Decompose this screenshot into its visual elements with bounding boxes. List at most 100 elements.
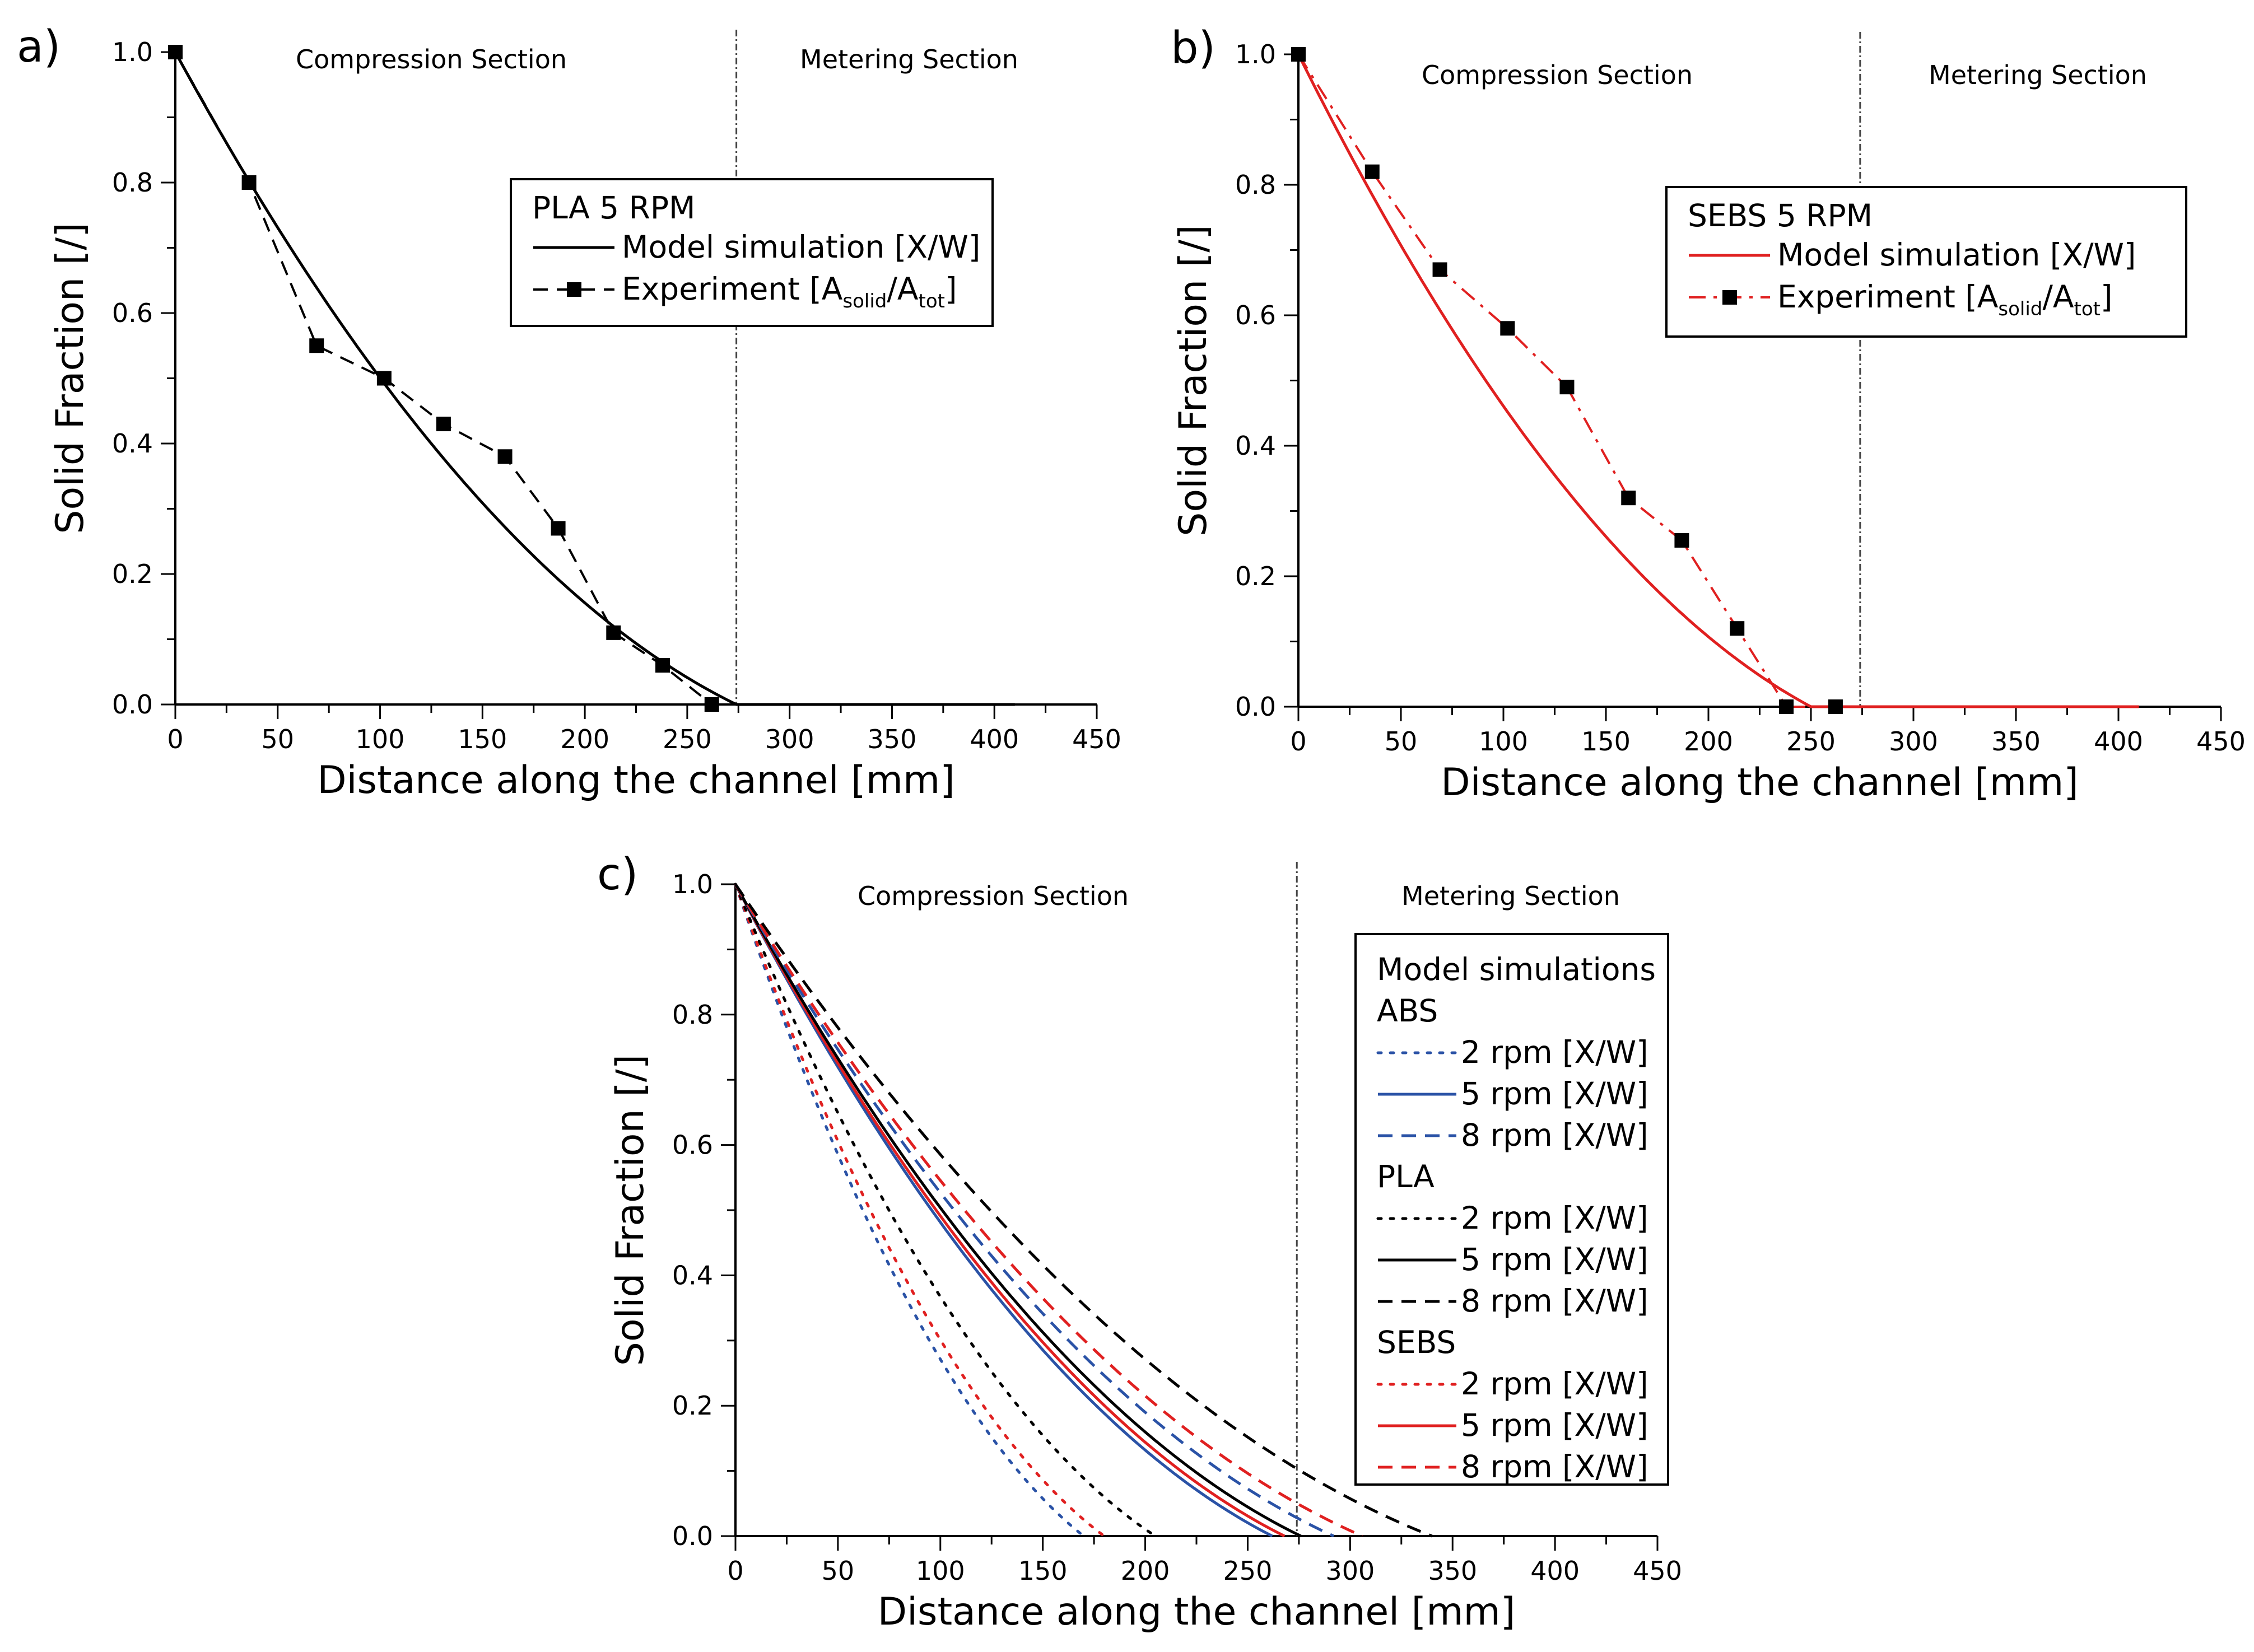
panel-label: a) [17,22,60,72]
legend-text: Experiment [A [622,271,843,307]
x-tick-label: 100 [356,724,405,754]
x-tick-label: 150 [458,724,507,754]
y-tick-label: 1.0 [672,869,713,899]
x-tick-label: 100 [1479,726,1528,757]
legend-item-label: 8 rpm [X/W] [1461,1117,1648,1153]
legend-subscript: solid [842,290,887,312]
data-point [309,338,324,353]
x-tick-label: 50 [822,1556,855,1586]
y-tick-label: 0.2 [672,1390,713,1421]
x-tick-label: 350 [868,724,917,754]
legend-experiment-marker [567,282,581,297]
x-axis-label: Distance along the channel [mm] [317,758,954,802]
y-tick-label: 0.8 [1235,170,1276,200]
x-tick-label: 50 [262,724,295,754]
data-point [1364,164,1380,179]
x-tick-label: 450 [2196,726,2246,757]
y-tick-label: 0.2 [112,559,153,589]
y-tick-label: 0.4 [112,428,153,459]
y-tick-label: 0.0 [112,689,153,720]
x-tick-label: 250 [663,724,712,754]
series-line-pla-8-rpm-x-w- [734,883,1433,1538]
legend-item-label: 8 rpm [X/W] [1461,1283,1648,1319]
chart-panel-1: a) 0 50 100 150 200 250 300 350 400 450 0.0 0.2 0.4 0.… [17,22,1121,802]
legend-item-label: 2 rpm [X/W] [1461,1034,1648,1070]
chart-panel-2: b) 0 50 100 150 200 250 300 350 400 450 0.0 0.2 0.4 0.… [1171,23,2246,805]
data-point [655,658,670,673]
y-tick-label: 0.4 [1235,431,1276,461]
legend-experiment-marker [1722,290,1737,305]
series-line-model-simulation-x-w- [1297,53,2139,708]
x-tick-label: 450 [1633,1556,1682,1586]
y-tick-label: 1.0 [112,37,153,67]
series-line-sebs-5-rpm-x-w- [734,883,1286,1538]
x-tick-label: 300 [1325,1556,1375,1586]
x-tick-label: 300 [765,724,814,754]
legend-title: Model simulations [1377,951,1656,987]
legend-group-pla: PLA [1377,1159,1435,1194]
x-tick-label: 100 [916,1556,965,1586]
x-tick-label: 350 [1428,1556,1477,1586]
x-tick-label: 400 [970,724,1019,754]
data-point [606,625,621,640]
series-line-sebs-2-rpm-x-w- [734,883,1106,1538]
y-tick-label: 0.0 [672,1521,713,1551]
y-tick-label: 0.6 [1235,300,1276,330]
x-tick-label: 200 [1121,1556,1170,1586]
y-tick-label: 0.6 [672,1130,713,1160]
legend-model-label: Model simulation [X/W] [622,229,980,265]
y-tick-label: 0.4 [672,1260,713,1290]
legend-item-label: 2 rpm [X/W] [1461,1366,1648,1402]
x-tick-label: 150 [1581,726,1631,757]
legend-subscript: tot [2074,298,2101,320]
data-point [376,371,392,386]
legend-item-label: 8 rpm [X/W] [1461,1449,1648,1485]
compression-section-label: Compression Section [858,881,1129,911]
legend-group-abs: ABS [1377,993,1438,1029]
legend-experiment-label: Experiment [Asolid/Atot] [1777,279,2112,320]
data-point [1559,380,1575,395]
x-tick-label: 400 [1530,1556,1580,1586]
series-line-pla-5-rpm-x-w- [734,883,1302,1538]
y-axis-label: Solid Fraction [/] [48,222,92,534]
x-tick-label: 300 [1889,726,1938,757]
legend-text: Experiment [A [1777,279,1999,315]
data-point [1291,47,1306,62]
legend-text: ] [945,271,957,307]
metering-section-label: Metering Section [800,44,1018,74]
legend-item-label: 5 rpm [X/W] [1461,1407,1648,1443]
chart-panel-3: c) 0 50 100 150 200 250 300 350 400 450 0.0 0.2 0.4 0.… [597,850,1682,1634]
legend-title: SEBS 5 RPM [1688,198,1873,234]
x-tick-label: 350 [1991,726,2041,757]
y-tick-label: 0.6 [112,298,153,328]
panel-label: c) [597,850,638,900]
x-axis-label: Distance along the channel [mm] [1441,760,2078,805]
metering-section-label: Metering Section [1401,881,1620,911]
series-line-pla-2-rpm-x-w- [734,883,1157,1538]
legend-box [1665,186,2187,338]
series-line-model-simulation-x-w- [174,51,1015,706]
legend-box [1354,933,1669,1486]
series-line-abs-8-rpm-x-w- [734,883,1335,1538]
y-tick-label: 0.0 [1235,692,1276,722]
x-tick-label: 200 [560,724,609,754]
x-tick-label: 400 [2094,726,2143,757]
legend-item-label: 5 rpm [X/W] [1461,1242,1648,1277]
legend-text: ] [2101,279,2112,315]
data-point [1621,491,1636,506]
legend-item-label: 5 rpm [X/W] [1461,1076,1648,1112]
x-axis-label: Distance along the channel [mm] [878,1590,1515,1634]
compression-section-label: Compression Section [296,44,567,74]
data-point [168,45,183,59]
x-tick-label: 0 [1290,726,1306,757]
x-tick-label: 450 [1072,724,1121,754]
metering-section-label: Metering Section [1929,60,2147,90]
y-tick-label: 1.0 [1235,39,1276,69]
y-tick-label: 0.2 [1235,561,1276,591]
series-line-abs-5-rpm-x-w- [734,883,1273,1538]
series-line-sebs-8-rpm-x-w- [734,883,1363,1538]
data-point [1730,621,1745,636]
legend-subscript: tot [919,290,945,312]
